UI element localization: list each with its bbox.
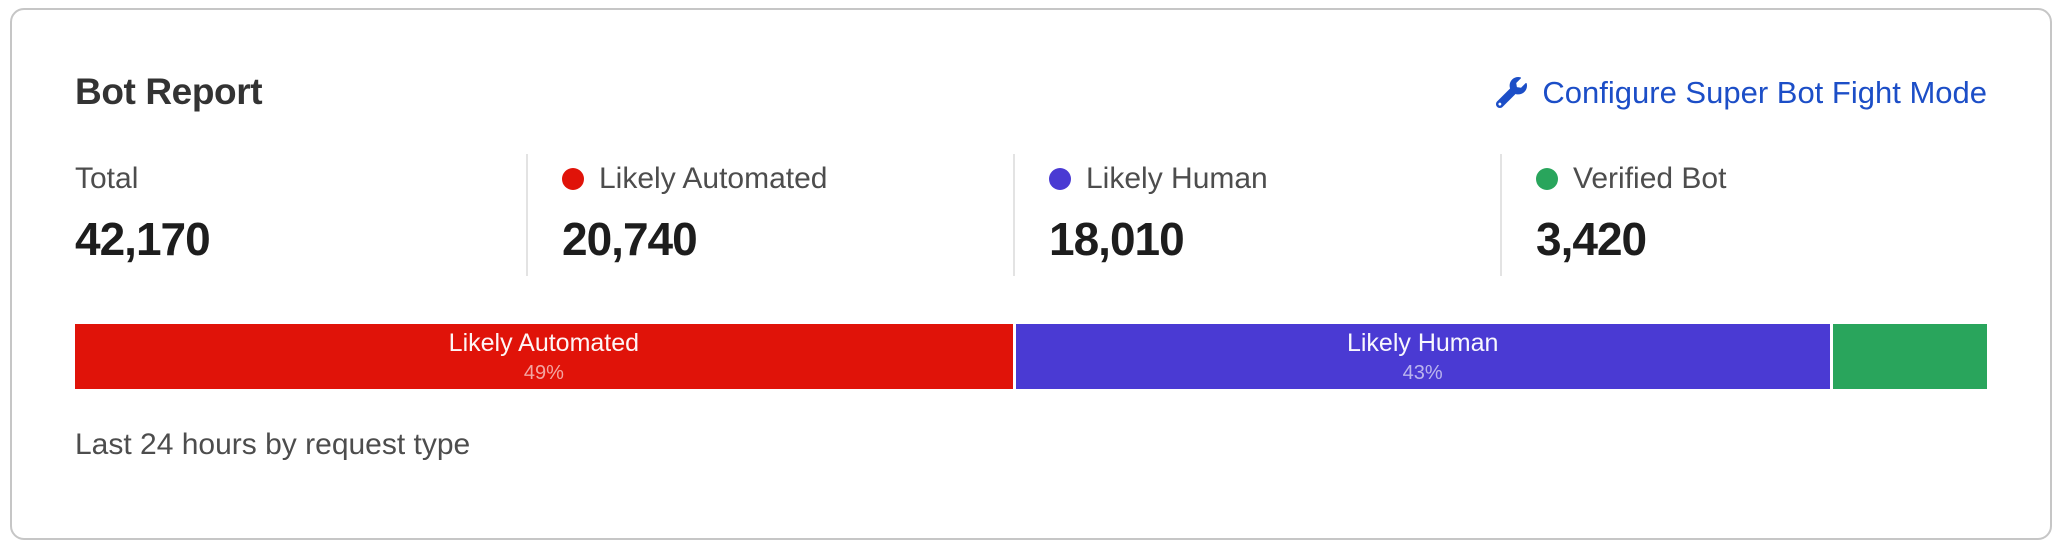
bot-report-card: Bot Report Configure Super Bot Fight Mod… <box>10 8 2052 540</box>
stat-value: 42,170 <box>75 212 211 265</box>
bar-segment-likely-automated: Likely Automated 49% <box>75 324 1013 390</box>
stats-row: Total 42,170 Likely Automated 20,740 Lik… <box>75 154 1987 277</box>
likely-automated-dot-icon <box>562 168 584 191</box>
stat-likely-human: Likely Human 18,010 <box>1013 154 1500 277</box>
segment-label: Likely Human <box>1346 329 1499 358</box>
stat-label: Likely Human <box>1086 162 1268 196</box>
page-title: Bot Report <box>75 71 263 112</box>
stat-likely-automated: Likely Automated 20,740 <box>526 154 1013 277</box>
stat-label: Total <box>75 162 139 196</box>
stat-total: Total 42,170 <box>75 154 526 276</box>
bot-distribution-bar: Likely Automated 49% Likely Human 43% <box>75 324 1987 390</box>
verified-bot-dot-icon <box>1536 168 1558 191</box>
stat-label: Verified Bot <box>1573 162 1727 196</box>
configure-super-bot-fight-mode-link[interactable]: Configure Super Bot Fight Mode <box>1496 74 1987 111</box>
stat-value: 20,740 <box>562 212 698 265</box>
stat-value: 18,010 <box>1049 212 1185 265</box>
stat-label: Likely Automated <box>599 162 828 196</box>
bar-segment-verified-bot <box>1832 324 1987 390</box>
segment-percent: 49% <box>523 362 564 385</box>
stat-value: 3,420 <box>1536 212 1647 265</box>
segment-label: Likely Automated <box>448 329 640 358</box>
stat-verified-bot: Verified Bot 3,420 <box>1500 154 1987 277</box>
likely-human-dot-icon <box>1049 168 1071 191</box>
bar-segment-likely-human: Likely Human 43% <box>1015 324 1830 390</box>
card-header: Bot Report Configure Super Bot Fight Mod… <box>75 70 1987 114</box>
wrench-icon <box>1496 76 1528 108</box>
configure-link-label: Configure Super Bot Fight Mode <box>1542 74 1987 110</box>
time-range-caption: Last 24 hours by request type <box>75 428 471 462</box>
segment-percent: 43% <box>1402 362 1443 385</box>
